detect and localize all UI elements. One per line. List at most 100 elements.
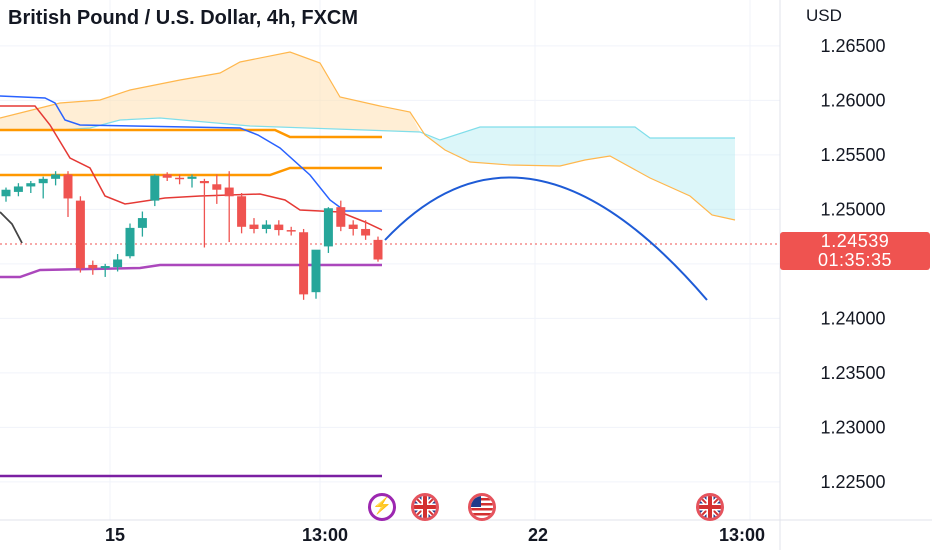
candle-body: [323, 208, 333, 247]
price-tick-label: 1.26500: [820, 36, 885, 56]
candle: [13, 183, 23, 197]
candle-body: [175, 177, 185, 180]
candle-body: [224, 187, 234, 197]
candle: [63, 171, 73, 217]
candle-body: [88, 264, 98, 269]
candle: [75, 196, 85, 273]
candle-body: [38, 178, 48, 184]
candle: [237, 193, 247, 234]
time-tick-label: 22: [528, 525, 548, 545]
candle-body: [274, 224, 284, 231]
time-tick-label: 15: [105, 525, 125, 545]
price-tick-label: 1.25000: [820, 199, 885, 219]
last-price-tag: 1.24539 01:35:35: [780, 232, 930, 270]
candle-body: [348, 224, 358, 229]
leading-span-b: [0, 51, 736, 221]
uk-flag-graphic: [699, 496, 721, 518]
candle: [175, 174, 185, 185]
candle: [150, 174, 160, 207]
candle: [199, 178, 209, 248]
candle: [299, 228, 309, 300]
candle-body: [361, 228, 371, 236]
candle: [88, 260, 98, 275]
uk-flag-icon[interactable]: [411, 493, 439, 521]
candle: [261, 220, 271, 234]
candle-body: [299, 232, 309, 295]
candle: [51, 171, 61, 186]
candle: [162, 172, 172, 182]
candle: [373, 236, 383, 262]
candle: [26, 181, 36, 193]
candle: [113, 254, 123, 272]
conversion-line: [0, 95, 382, 212]
bar-countdown: 01:35:35: [817, 250, 893, 270]
level-line-orange-2: [0, 166, 382, 177]
candle-body: [249, 224, 259, 229]
candle: [187, 174, 197, 188]
candle: [100, 263, 110, 277]
time-tick-label: 13:00: [302, 525, 348, 545]
candle-body: [373, 239, 383, 260]
price-tick-label: 1.25500: [820, 145, 885, 165]
candle-body: [100, 266, 110, 269]
price-tick-label: 1.26000: [820, 90, 885, 110]
price-tick-label: 1.22500: [820, 472, 885, 492]
candle: [286, 226, 296, 236]
candle: [361, 220, 371, 240]
candle-body: [63, 174, 73, 199]
candle-body: [336, 207, 346, 227]
candle-body: [212, 184, 222, 190]
candle: [224, 171, 234, 243]
leading-span-a: [0, 117, 735, 141]
ichimoku-cloud: [0, 51, 736, 221]
price-tick-label: 1.24000: [820, 308, 885, 328]
candle-body: [150, 175, 160, 201]
candle-body: [51, 174, 61, 179]
candle-body: [286, 230, 296, 232]
last-price-value: 1.24539: [820, 231, 890, 251]
candle-body: [13, 186, 23, 192]
candle-body: [311, 249, 321, 293]
time-tick-label: 13:00: [719, 525, 765, 545]
candle: [125, 223, 135, 259]
candle-body: [1, 189, 11, 197]
us-flag-icon[interactable]: [468, 493, 496, 521]
candle-body: [187, 176, 197, 179]
candle-body: [137, 218, 147, 228]
level-line-purple-1: [0, 263, 382, 279]
cloud-bullish-area: [0, 52, 420, 132]
time-axis-ticks: 15 13:00 22 13:00: [105, 525, 765, 545]
candle-body: [113, 259, 123, 268]
candle: [212, 174, 222, 204]
candle-body: [125, 227, 135, 257]
candle-body: [237, 196, 247, 227]
us-flag-graphic: [471, 496, 493, 518]
price-tick-label: 1.23500: [820, 363, 885, 383]
candle-body: [162, 174, 172, 178]
level-line-orange-1: [0, 128, 382, 139]
price-tick-label: 1.23000: [820, 417, 885, 437]
uk-flag-icon[interactable]: [696, 493, 724, 521]
candle: [1, 187, 11, 202]
candle: [274, 220, 284, 236]
candle-body: [26, 183, 36, 187]
lightning-icon[interactable]: ⚡: [368, 493, 396, 521]
candle-body: [75, 200, 85, 269]
candle: [348, 220, 358, 236]
candle: [249, 218, 259, 234]
candle-body: [199, 181, 209, 184]
candles: [1, 171, 383, 300]
candle: [336, 200, 346, 232]
candle: [323, 207, 333, 253]
candle: [137, 211, 147, 237]
lagging-span: [0, 211, 23, 244]
uk-flag-graphic: [414, 496, 436, 518]
projection-arc: [384, 176, 708, 301]
currency-label: USD: [806, 6, 842, 25]
candle: [311, 249, 321, 299]
cloud-bearish-area: [420, 127, 735, 220]
candle-body: [261, 224, 271, 229]
chart-title: British Pound / U.S. Dollar, 4h, FXCM: [8, 7, 359, 29]
